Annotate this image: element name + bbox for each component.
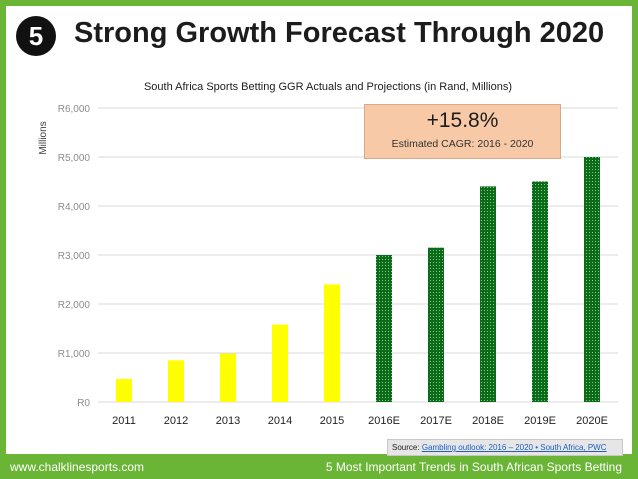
x-tick-label: 2018E bbox=[472, 415, 504, 427]
chart-title: South Africa Sports Betting GGR Actuals … bbox=[143, 81, 513, 93]
x-tick-label: 2016E bbox=[368, 415, 400, 427]
y-tick-label: R0 bbox=[77, 398, 90, 409]
footer-website[interactable]: www.chalklinesports.com bbox=[10, 460, 145, 474]
slide-title: Strong Growth Forecast Through 2020 bbox=[74, 17, 605, 49]
x-tick-label: 2011 bbox=[112, 415, 136, 427]
x-tick-label: 2014 bbox=[268, 415, 292, 427]
x-tick-label: 2017E bbox=[420, 415, 452, 427]
source-link[interactable]: Gambling outlook: 2016 – 2020 • South Af… bbox=[421, 443, 607, 452]
bar-actual bbox=[116, 378, 132, 402]
bar-actual bbox=[272, 324, 288, 402]
footer-caption: 5 Most Important Trends in South African… bbox=[325, 460, 622, 474]
bar-projected bbox=[584, 157, 600, 402]
source-prefix: Source: bbox=[392, 443, 420, 452]
bar-actual bbox=[324, 284, 340, 402]
y-axis-label: Millions bbox=[38, 121, 49, 154]
y-tick-label: R6,000 bbox=[58, 104, 91, 115]
y-tick-label: R1,000 bbox=[58, 349, 91, 360]
cagr-label: Estimated CAGR: 2016 - 2020 bbox=[391, 138, 534, 150]
x-tick-label: 2020E bbox=[576, 415, 608, 427]
cagr-callout: +15.8% Estimated CAGR: 2016 - 2020 bbox=[364, 104, 561, 159]
x-tick-label: 2015 bbox=[320, 415, 344, 427]
bar-chart: R0 R1,000 R2,000 R3,000 R4,000 R5,000 R6,000 Mi… bbox=[38, 104, 618, 427]
y-tick-label: R5,000 bbox=[58, 153, 91, 164]
bar-projected bbox=[376, 255, 392, 402]
y-tick-label: R2,000 bbox=[58, 300, 91, 311]
y-tick-label: R4,000 bbox=[58, 202, 91, 213]
bar-actual bbox=[220, 353, 236, 402]
bar-projected bbox=[480, 186, 496, 402]
x-tick-label: 2013 bbox=[216, 415, 240, 427]
bar-projected bbox=[428, 247, 444, 402]
bar-projected bbox=[532, 181, 548, 402]
slide: 5 Strong Growth Forecast Through 2020 So… bbox=[6, 6, 632, 456]
cagr-value: +15.8% bbox=[426, 109, 499, 132]
bar-actual bbox=[168, 360, 184, 402]
x-tick-label: 2019E bbox=[524, 415, 556, 427]
source-note: Source: Gambling outlook: 2016 – 2020 • … bbox=[387, 439, 623, 456]
slide-number-badge: 5 bbox=[16, 16, 56, 56]
y-tick-label: R3,000 bbox=[58, 251, 91, 262]
x-tick-label: 2012 bbox=[164, 415, 188, 427]
